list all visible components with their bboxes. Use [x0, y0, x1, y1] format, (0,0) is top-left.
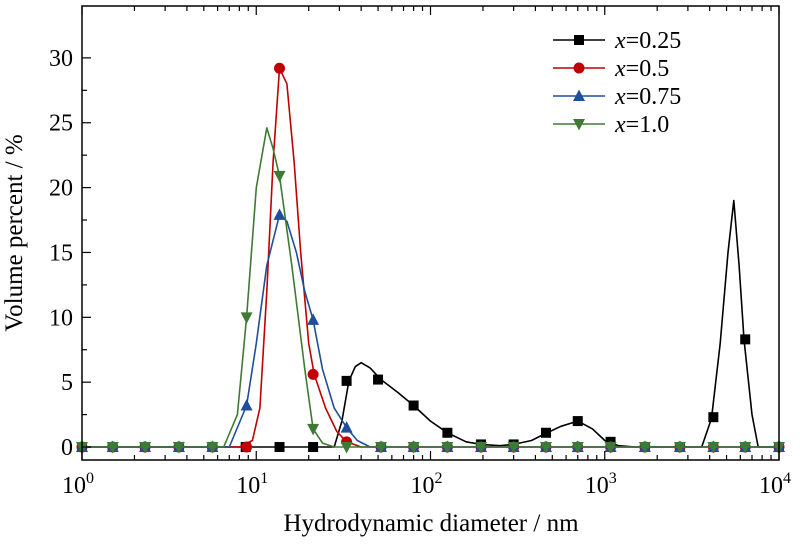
data-point	[539, 442, 552, 454]
legend-entry-1: x=0.5	[553, 56, 669, 82]
data-point	[604, 442, 617, 454]
data-point	[572, 416, 583, 427]
data-point	[341, 375, 352, 386]
data-point	[241, 441, 253, 453]
data-point	[707, 442, 720, 454]
data-point	[441, 442, 454, 454]
series-0	[77, 199, 784, 453]
data-point	[139, 442, 152, 454]
legend: x=0.25x=0.5x=0.75x=1.0	[553, 28, 681, 138]
series-line-3	[82, 127, 779, 448]
data-point	[172, 442, 185, 454]
data-point	[240, 312, 253, 324]
legend-label: x=1.0	[614, 112, 669, 138]
series-1	[76, 62, 785, 453]
y-tick-label: 30	[49, 46, 73, 72]
legend-entry-3: x=1.0	[553, 112, 669, 138]
x-tick-label: 100	[62, 470, 94, 499]
data-point	[340, 421, 353, 433]
data-point	[106, 442, 119, 454]
x-tick-label: 101	[236, 470, 268, 499]
data-point	[340, 442, 353, 454]
legend-label: x=0.5	[614, 56, 669, 82]
y-tick-label: 15	[49, 240, 73, 266]
series-layer	[76, 62, 785, 454]
data-point	[571, 442, 584, 454]
data-point	[442, 427, 453, 438]
data-point	[206, 442, 219, 454]
legend-label: x=0.25	[614, 28, 681, 54]
data-point	[240, 399, 253, 411]
y-tick-label: 5	[61, 370, 73, 396]
series-line-0	[82, 199, 779, 448]
y-tick-label: 20	[49, 176, 73, 202]
legend-marker	[574, 35, 584, 45]
data-point	[740, 334, 751, 345]
data-point	[708, 412, 719, 423]
data-point	[273, 208, 286, 220]
x-tick-label: 103	[585, 470, 617, 499]
data-point	[274, 442, 285, 453]
ticks-layer: 100 101 102 103 104 0 5 10 15 20 25 30	[49, 6, 791, 499]
data-point	[273, 170, 286, 183]
data-point	[507, 442, 520, 454]
series-2	[76, 208, 785, 453]
x-axis-title: Hydrodynamic diameter / nm	[283, 510, 579, 537]
data-point	[375, 442, 388, 454]
x-tick-label: 104	[759, 470, 791, 499]
data-point	[307, 368, 319, 380]
series-line-2	[82, 214, 779, 448]
y-axis-title: Volume percent / %	[1, 134, 28, 331]
legend-entry-0: x=0.25	[553, 28, 681, 54]
data-point	[307, 313, 320, 325]
axes-layer	[81, 5, 780, 461]
legend-marker	[573, 62, 585, 74]
y-tick-label: 25	[49, 111, 73, 137]
legend-entry-2: x=0.75	[553, 84, 681, 110]
y-tick-label: 10	[49, 305, 73, 331]
legend-label: x=0.75	[614, 84, 681, 110]
data-point	[307, 423, 320, 436]
data-point	[475, 442, 488, 454]
data-point	[408, 400, 419, 411]
x-tick-label: 102	[411, 470, 443, 499]
data-point	[540, 427, 551, 438]
y-tick-label: 0	[61, 435, 73, 461]
data-point	[407, 442, 420, 454]
data-point	[638, 442, 651, 454]
plot-frame	[81, 5, 780, 461]
data-point	[274, 62, 286, 74]
data-point	[373, 374, 384, 385]
legend-marker	[573, 89, 585, 101]
data-point	[673, 442, 686, 454]
data-point	[739, 442, 752, 454]
data-point	[308, 442, 319, 453]
series-line-1	[82, 67, 779, 448]
legend-marker	[573, 119, 585, 131]
series-3	[76, 127, 785, 454]
